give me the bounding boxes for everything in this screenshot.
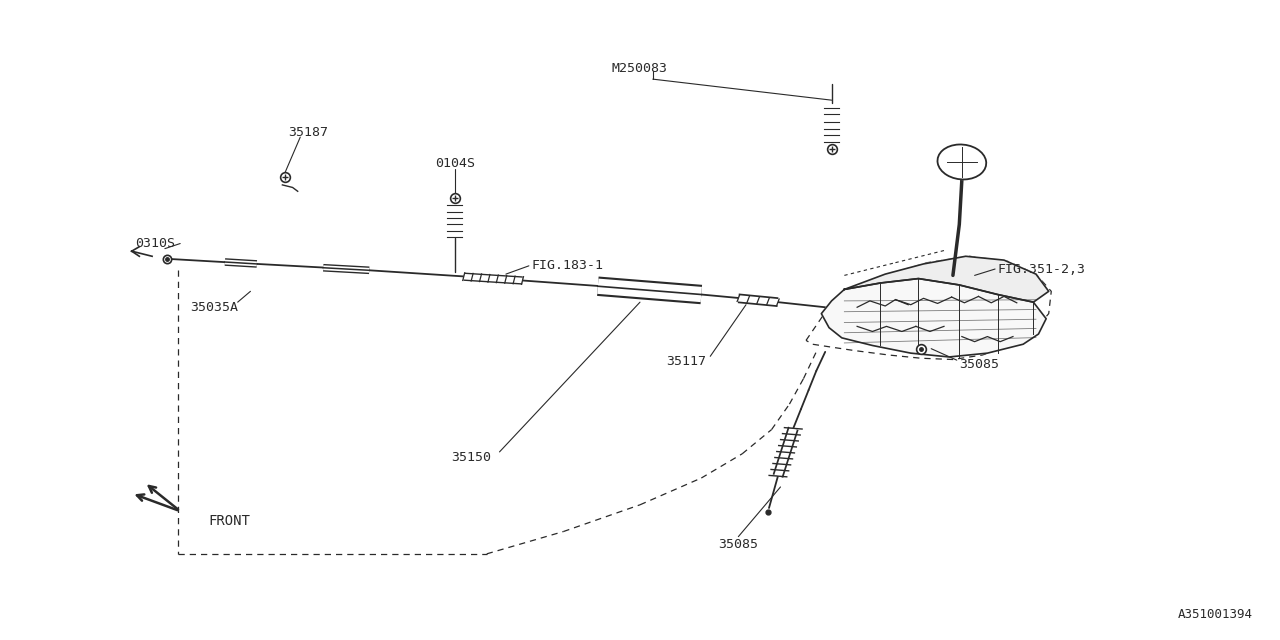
Text: 0310S: 0310S: [136, 237, 175, 250]
Text: 35035A: 35035A: [191, 301, 238, 314]
Text: M250083: M250083: [612, 62, 668, 75]
Text: 35187: 35187: [288, 125, 328, 138]
Text: A351001394: A351001394: [1178, 608, 1253, 621]
Text: 0104S: 0104S: [435, 157, 475, 170]
Text: 35085: 35085: [718, 538, 758, 551]
Text: FRONT: FRONT: [209, 514, 250, 528]
Text: FIG.351-2,3: FIG.351-2,3: [997, 262, 1085, 276]
Text: FIG.183-1: FIG.183-1: [531, 259, 603, 273]
Polygon shape: [845, 256, 1048, 302]
Polygon shape: [822, 278, 1046, 357]
Text: 35085: 35085: [959, 358, 1000, 371]
Text: 35117: 35117: [667, 355, 707, 368]
Text: 35150: 35150: [452, 451, 492, 463]
Ellipse shape: [937, 145, 986, 179]
